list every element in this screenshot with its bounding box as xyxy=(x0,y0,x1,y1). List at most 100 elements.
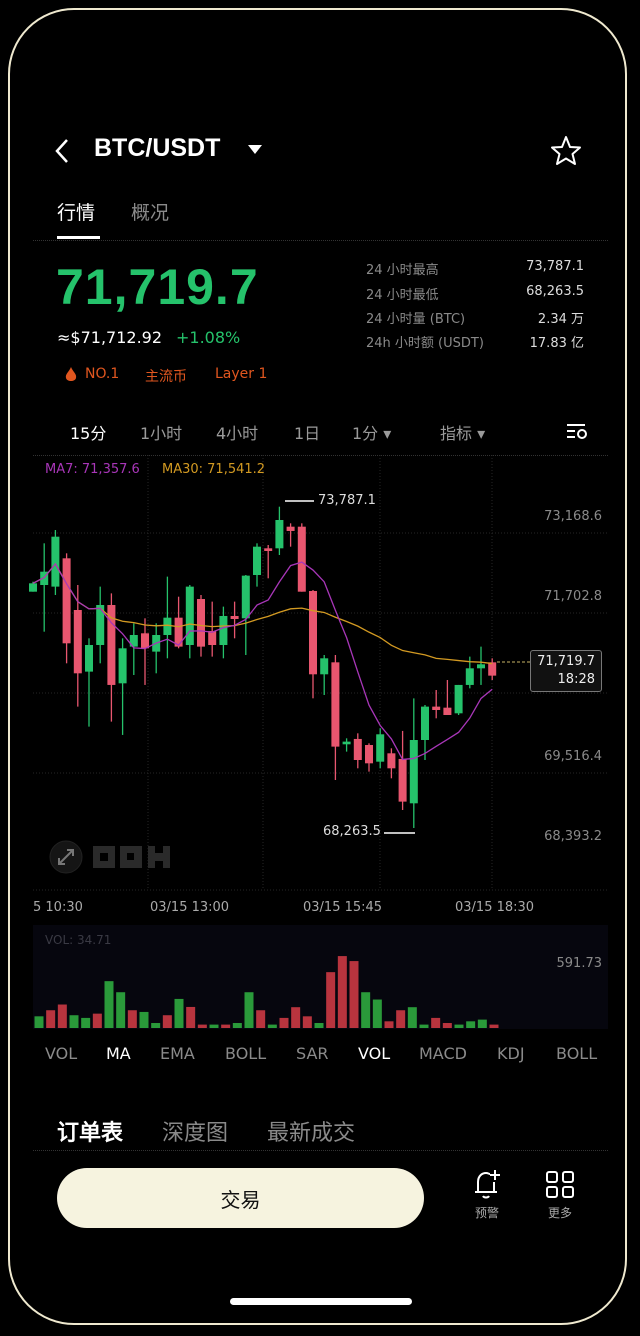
device-frame xyxy=(8,8,627,1325)
indicator-vol[interactable]: VOL xyxy=(45,1044,78,1063)
volume-bar xyxy=(104,981,114,1028)
candle-up xyxy=(96,605,105,645)
low-price-label: 68,263.5 xyxy=(323,824,381,839)
stat-label-turnover: 24h 小时额 (USDT) xyxy=(366,336,484,351)
volume-chart xyxy=(34,956,499,1028)
more-label: 更多 xyxy=(547,1206,572,1220)
candle-up xyxy=(40,571,49,585)
candle-up xyxy=(129,635,138,647)
tab-overview[interactable]: 概况 xyxy=(131,202,170,224)
volume-bar xyxy=(151,1023,161,1028)
stat-label-volume: 24 小时量 (BTC) xyxy=(366,312,466,327)
candle-up xyxy=(163,617,172,635)
flame-icon xyxy=(65,367,77,381)
period-more-dropdown[interactable]: 1分 ▾ xyxy=(352,424,392,443)
okx-watermark-logo xyxy=(49,840,170,874)
x-tick: 03/15 13:00 xyxy=(150,900,230,915)
volume-legend: VOL: 34.71 xyxy=(45,933,112,947)
ma30-legend: MA30: 71,541.2 xyxy=(162,462,266,477)
price-alert-button[interactable]: 预警 xyxy=(467,1168,507,1221)
candle-down xyxy=(264,548,273,551)
indicator-boll[interactable]: BOLL xyxy=(225,1044,267,1063)
candle-down xyxy=(398,758,407,802)
volume-bar xyxy=(232,1023,242,1028)
star-icon[interactable] xyxy=(550,135,582,167)
volume-bar xyxy=(466,1021,476,1028)
high-price-label: 73,787.1 xyxy=(318,493,376,508)
volume-bar xyxy=(244,992,254,1028)
chart-settings-icon[interactable] xyxy=(566,422,590,440)
candle-up xyxy=(421,706,429,740)
candle-down xyxy=(365,745,373,764)
volume-bar xyxy=(256,1010,266,1028)
price-alert-label: 预警 xyxy=(474,1206,499,1220)
divider xyxy=(33,240,608,241)
candle-down xyxy=(208,630,217,645)
volume-bar xyxy=(221,1024,231,1028)
candle-down xyxy=(432,706,441,710)
period-1h[interactable]: 1小时 xyxy=(140,424,183,443)
volume-bar xyxy=(197,1024,207,1028)
expand-icon xyxy=(58,849,74,865)
volume-bar xyxy=(209,1024,219,1028)
y-tick: 68,393.2 xyxy=(544,829,602,844)
candle-down xyxy=(286,526,295,531)
trade-button[interactable]: 交易 xyxy=(57,1168,424,1228)
pair-title[interactable]: BTC/USDT xyxy=(94,134,221,162)
x-tick: 03/15 18:30 xyxy=(455,900,535,915)
tab-latest-trades[interactable]: 最新成交 xyxy=(267,1121,356,1146)
volume-bar xyxy=(314,1023,324,1028)
candle-down xyxy=(387,753,396,769)
volume-bar xyxy=(69,1015,79,1028)
tab-depth-chart[interactable]: 深度图 xyxy=(162,1121,229,1146)
candle-down xyxy=(197,599,205,647)
period-1d[interactable]: 1日 xyxy=(294,424,321,443)
volume-bar xyxy=(349,961,359,1028)
volume-bar xyxy=(116,992,126,1028)
candle-up xyxy=(454,684,463,714)
volume-bar xyxy=(326,972,336,1028)
candle-up xyxy=(241,575,250,619)
volume-bar xyxy=(186,1006,196,1028)
tag-layer[interactable]: Layer 1 xyxy=(215,366,268,382)
candle-up xyxy=(409,740,418,804)
tab-market[interactable]: 行情 xyxy=(57,202,96,224)
chevron-left-icon[interactable] xyxy=(53,138,71,164)
volume-bar xyxy=(384,1021,394,1028)
period-4h[interactable]: 4小时 xyxy=(216,424,259,443)
home-indicator[interactable] xyxy=(230,1298,412,1305)
candle-down xyxy=(230,615,239,620)
indicator-sar[interactable]: SAR xyxy=(296,1044,329,1063)
indicator-ema[interactable]: EMA xyxy=(160,1044,195,1063)
tab-order-book[interactable]: 订单表 xyxy=(57,1121,124,1146)
indicator-macd[interactable]: MACD xyxy=(419,1044,467,1063)
candle-up xyxy=(118,648,127,684)
bell-plus-icon xyxy=(475,1170,500,1199)
indicator-vol-sub[interactable]: VOL xyxy=(358,1044,391,1063)
volume-bar xyxy=(442,1023,452,1028)
candlestick-chart[interactable] xyxy=(0,455,640,895)
candle-down xyxy=(62,558,71,644)
stat-label-low: 24 小时最低 xyxy=(366,288,439,303)
indicator-kdj[interactable]: KDJ xyxy=(497,1044,525,1063)
volume-bar xyxy=(267,1024,277,1028)
tag-category[interactable]: 主流币 xyxy=(145,369,187,385)
candle-up xyxy=(51,536,60,587)
caret-down-icon[interactable] xyxy=(248,145,262,155)
stat-value-turnover: 17.83 亿 xyxy=(529,336,584,351)
x-tick: 5 10:30 xyxy=(33,900,83,915)
volume-bar xyxy=(302,1016,312,1028)
volume-bar xyxy=(139,1011,149,1028)
indicator-boll-sub[interactable]: BOLL xyxy=(556,1044,598,1063)
stat-value-volume: 2.34 万 xyxy=(537,312,584,327)
volume-bar xyxy=(419,1024,429,1028)
candle-up xyxy=(85,645,93,672)
tag-rank[interactable]: NO.1 xyxy=(85,366,120,382)
indicators-dropdown[interactable]: 指标 ▾ xyxy=(440,424,486,443)
volume-bar xyxy=(174,998,184,1028)
indicator-ma[interactable]: MA xyxy=(106,1044,131,1063)
trade-button-label: 交易 xyxy=(220,1187,261,1212)
more-button[interactable]: 更多 xyxy=(540,1170,580,1221)
volume-bar xyxy=(407,1007,417,1028)
period-15m[interactable]: 15分 xyxy=(70,424,107,443)
